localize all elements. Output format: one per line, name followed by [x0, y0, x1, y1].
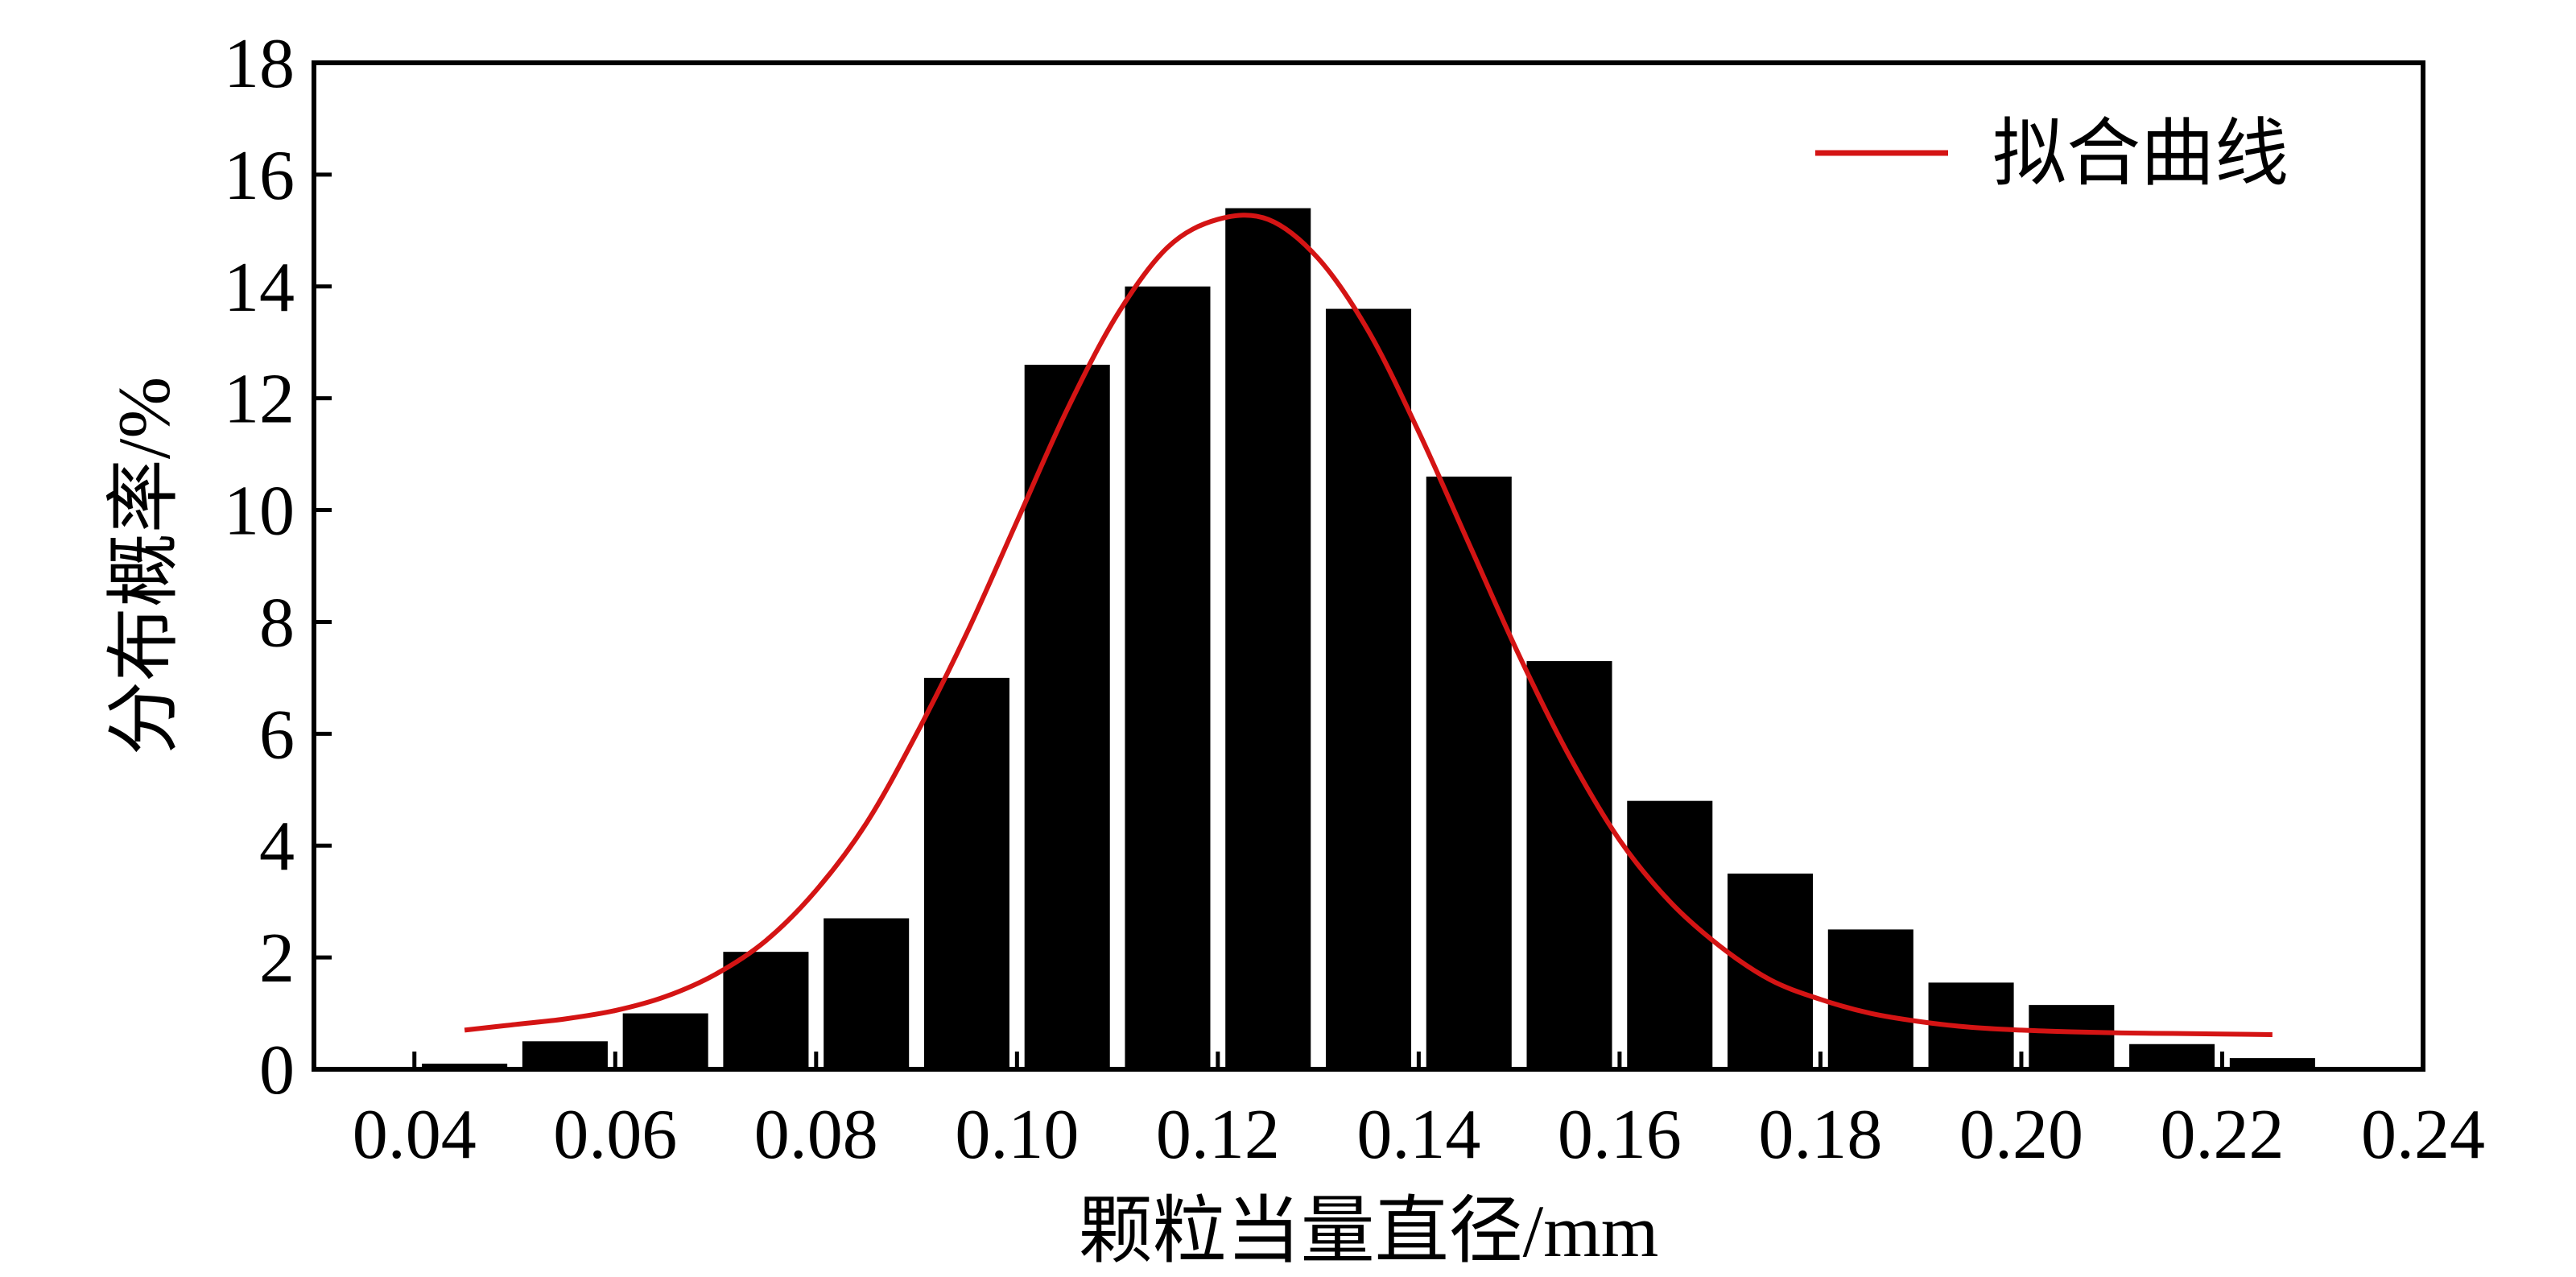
- x-tick-label: 0.08: [754, 1096, 878, 1174]
- y-tick-label: 2: [259, 920, 295, 998]
- bars-layer: [422, 208, 2315, 1069]
- ticks-layer: [314, 60, 2425, 1072]
- x-tick-label: 0.14: [1356, 1096, 1480, 1174]
- y-tick-label: 6: [259, 696, 295, 774]
- histogram-bar: [1024, 365, 1110, 1069]
- x-tick-label: 0.12: [1156, 1096, 1280, 1174]
- histogram-bar: [522, 1041, 608, 1069]
- x-axis-title: 颗粒当量直径/mm: [1079, 1190, 1659, 1272]
- histogram-bar: [1827, 929, 1913, 1069]
- fit-curve-layer: [464, 213, 2273, 1037]
- histogram-bar: [2129, 1044, 2215, 1069]
- y-tick-label: 8: [259, 584, 295, 662]
- legend: 拟合曲线: [1815, 113, 2289, 195]
- x-tick-label: 0.06: [553, 1096, 677, 1174]
- histogram-bar: [1325, 308, 1412, 1069]
- legend-label: 拟合曲线: [1992, 113, 2289, 195]
- y-tick-label: 16: [224, 137, 295, 215]
- x-tick-label: 0.20: [1959, 1096, 2083, 1174]
- histogram-bar: [923, 677, 1009, 1069]
- y-tick-label: 4: [259, 808, 295, 886]
- x-tick-label: 0.18: [1758, 1096, 1882, 1174]
- plot-frame: [312, 60, 2425, 1072]
- x-tick-label: 0.10: [955, 1096, 1079, 1174]
- histogram-bar: [2029, 1005, 2115, 1069]
- histogram-bar: [422, 1064, 508, 1069]
- x-tick-label: 0.04: [353, 1096, 477, 1174]
- histogram-bar: [2229, 1058, 2315, 1069]
- y-tick-label: 12: [224, 361, 295, 439]
- tick-labels-layer: 0.04 0.06 0.08 0.10 0.12 0.14 0.16 0.18 0.20 0.22…: [224, 25, 2485, 1174]
- y-tick-label: 0: [259, 1031, 295, 1110]
- y-axis-title: 分布概率/%: [103, 377, 185, 755]
- histogram-bar: [1627, 800, 1713, 1069]
- histogram-bar: [1426, 476, 1512, 1069]
- x-tick-label: 0.24: [2361, 1096, 2485, 1174]
- histogram-bar: [1125, 286, 1211, 1069]
- y-tick-label: 10: [224, 473, 295, 551]
- y-tick-label: 18: [224, 25, 295, 103]
- histogram-bar: [1225, 208, 1311, 1069]
- histogram-bar: [824, 918, 910, 1069]
- x-tick-label: 0.16: [1558, 1096, 1682, 1174]
- histogram-bar: [622, 1013, 708, 1069]
- y-tick-label: 14: [224, 249, 295, 327]
- histogram-bar: [1728, 873, 1814, 1069]
- x-tick-label: 0.22: [2160, 1096, 2284, 1174]
- fit-curve-line: [464, 213, 2273, 1037]
- histogram-bar: [1526, 661, 1612, 1069]
- histogram-bar: [723, 952, 809, 1069]
